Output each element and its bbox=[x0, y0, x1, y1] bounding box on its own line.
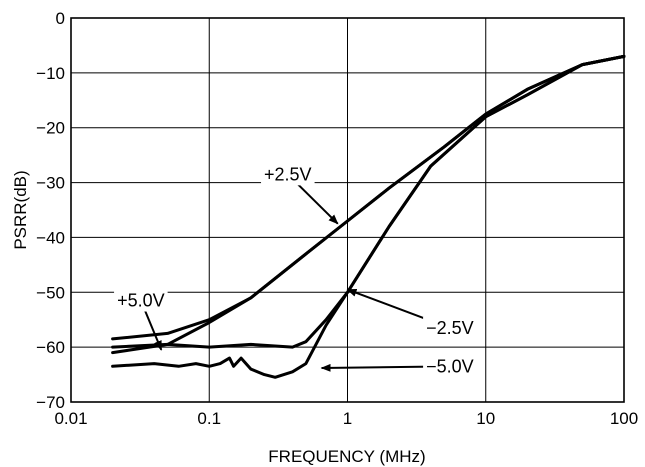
y-tick-label: −30 bbox=[36, 174, 65, 193]
annotations: +2.5V +5.0V −2.5V −5.0V bbox=[114, 163, 477, 378]
x-axis-title: FREQUENCY (MHz) bbox=[268, 447, 425, 466]
plot-frame bbox=[70, 17, 625, 403]
y-tick-label: −70 bbox=[36, 393, 65, 412]
series-group bbox=[111, 54, 626, 379]
x-tick-label: 0.01 bbox=[54, 409, 87, 428]
annotation-label-background bbox=[261, 163, 315, 186]
y-tick-label: −60 bbox=[36, 338, 65, 357]
y-tick-label: 0 bbox=[56, 9, 65, 28]
y-tick-label: −40 bbox=[36, 228, 65, 247]
x-tick-label: 1 bbox=[343, 409, 352, 428]
annotation-label: −5.0V bbox=[426, 356, 474, 376]
annotation-label: −2.5V bbox=[426, 318, 474, 338]
y-tick-label: −20 bbox=[36, 119, 65, 138]
series-line-minus-5p0v bbox=[111, 54, 626, 379]
x-tick-label: 0.1 bbox=[197, 409, 221, 428]
y-axis-title: PSRR(dB) bbox=[11, 170, 30, 249]
annotation-label: +2.5V bbox=[264, 164, 312, 184]
series-line-minus-2p5v bbox=[111, 54, 626, 349]
x-tick-label: 10 bbox=[476, 409, 495, 428]
annotation-plus-5p0v: +5.0V bbox=[114, 289, 168, 351]
annotation-minus-2p5v: −2.5V bbox=[346, 288, 477, 339]
tick-labels: 0.01 0.1 1 10 100 0 −10 −20 −30 −40 −50 −60 −70 bbox=[36, 9, 638, 428]
annotation-label: +5.0V bbox=[117, 291, 165, 311]
annotation-label-background bbox=[423, 355, 477, 378]
annotation-label-background bbox=[423, 316, 477, 339]
y-tick-label: −50 bbox=[36, 283, 65, 302]
x-tick-label: 100 bbox=[610, 409, 638, 428]
annotation-minus-5p0v: −5.0V bbox=[320, 355, 477, 378]
y-tick-label: −10 bbox=[36, 64, 65, 83]
series-line-plus-5p0v bbox=[111, 54, 626, 355]
annotation-label-background bbox=[114, 289, 168, 312]
annotation-plus-2p5v: +2.5V bbox=[261, 163, 339, 225]
